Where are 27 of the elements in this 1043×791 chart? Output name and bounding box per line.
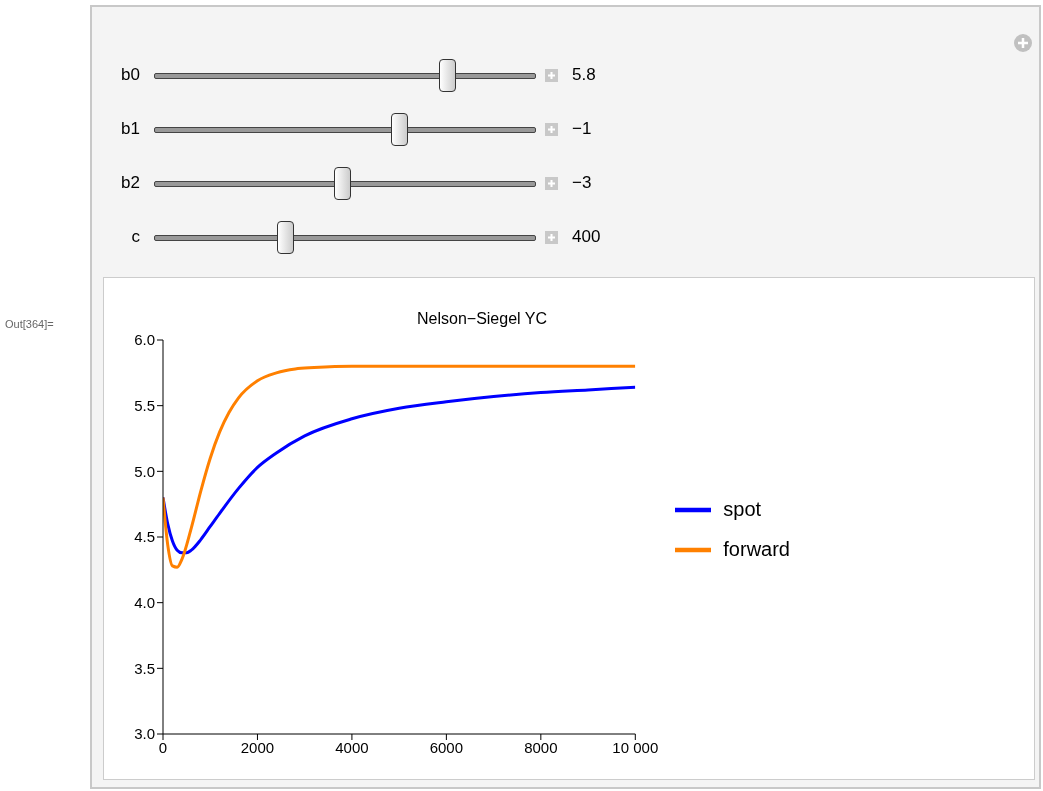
x-tick-label: 2000 — [240, 738, 275, 756]
x-tick-label: 6000 — [429, 738, 464, 756]
line-series — [163, 364, 636, 569]
y-tick-label: 3.0 — [134, 725, 155, 743]
text: b0 — [120, 65, 140, 85]
y-tick-label: 4.0 — [134, 593, 155, 611]
text: 5.8 — [572, 65, 596, 85]
chart-title: Nelson−Siegel YC — [416, 310, 548, 328]
x-tick-label: 0 — [158, 738, 168, 756]
y-tick-label: 4.5 — [134, 528, 155, 546]
x-tick-label: 8000 — [524, 738, 558, 756]
text: −1 — [572, 119, 592, 139]
line-series — [163, 385, 636, 555]
text: b2 — [120, 173, 140, 193]
text: b1 — [120, 119, 140, 139]
y-tick-label: 6.0 — [134, 331, 155, 349]
y-tick-label: 3.5 — [134, 659, 155, 677]
x-tick-label: 4000 — [335, 738, 369, 756]
y-tick-label: 5.5 — [134, 396, 155, 414]
text: Out[364]= — [5, 318, 54, 330]
legend-label: forward — [723, 537, 790, 560]
legend-label: spot — [723, 497, 762, 520]
text: 400 — [572, 227, 601, 247]
text: −3 — [572, 173, 592, 193]
x-tick-label: 10 000 — [612, 738, 659, 756]
y-tick-label: 5.0 — [134, 462, 155, 480]
text: c — [130, 227, 140, 247]
